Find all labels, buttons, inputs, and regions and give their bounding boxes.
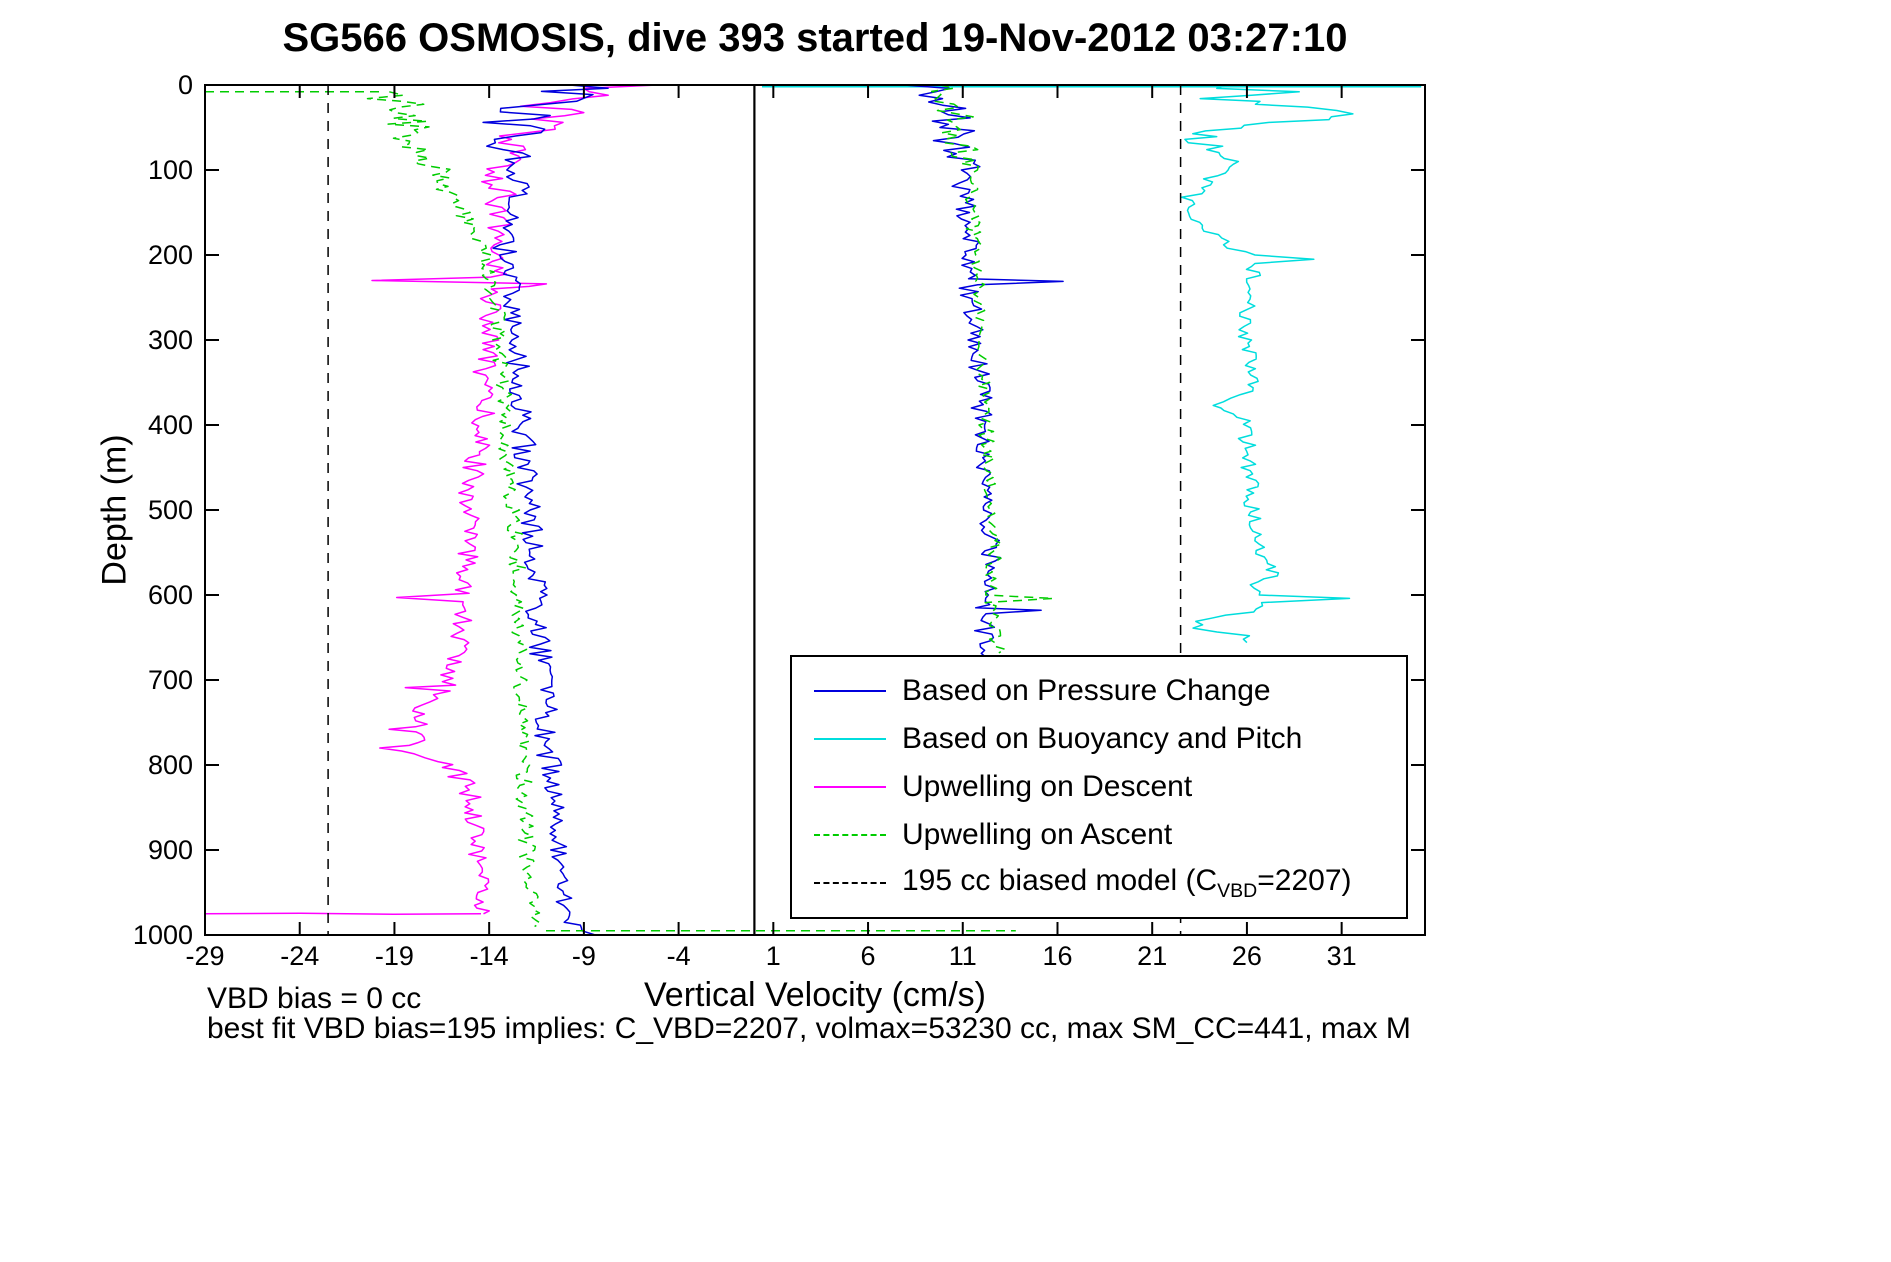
legend-item-label: Based on Pressure Change [902,674,1271,707]
x-tick-label: 6 [861,941,876,971]
series-2 [482,85,609,935]
best-fit-note: best fit VBD bias=195 implies: C_VBD=220… [207,1012,1411,1045]
vbd-bias-note: VBD bias = 0 cc [207,982,422,1015]
legend-item-label: Upwelling on Descent [902,770,1193,803]
legend-item: Based on Buoyancy and Pitch [792,715,1406,763]
x-tick-label: 21 [1137,941,1167,971]
series-2 [903,85,1064,664]
legend-item: Upwelling on Ascent [792,811,1406,859]
x-axis-label: Vertical Velocity (cm/s) [644,976,986,1014]
series-3 [930,85,1054,654]
y-tick-label: 1000 [133,920,193,950]
y-tick-label: 200 [148,240,193,270]
y-tick-label: 800 [148,750,193,780]
legend-line-sample [814,786,886,788]
series-0 [371,85,658,915]
x-tick-label: 16 [1042,941,1072,971]
y-tick-label: 0 [178,70,193,100]
series-0 [205,912,482,915]
legend-line-sample [814,738,886,740]
axes-layer: -29 -24 -19 -14 -9 -4 1 6 11 16 21 26 31010020030040… [133,70,1426,971]
legend-item: 195 cc biased model (CVBD=2207) [792,859,1406,907]
x-tick-label: 1 [766,941,781,971]
series-3 [366,91,541,928]
legend-line-sample [814,882,886,884]
x-tick-label: -29 [185,941,224,971]
legend: Based on Pressure Change Based on Buoyanc… [790,655,1408,919]
y-tick-label: 500 [148,495,193,525]
legend-item: Upwelling on Descent [792,763,1406,811]
x-tick-label: -4 [667,941,691,971]
chart-title: SG566 OSMOSIS, dive 393 started 19-Nov-2… [282,16,1348,60]
y-tick-label: 700 [148,665,193,695]
series-1 [1180,85,1354,644]
y-tick-label: 400 [148,410,193,440]
y-tick-label: 300 [148,325,193,355]
y-tick-label: 100 [148,155,193,185]
x-tick-label: 31 [1327,941,1357,971]
legend-item-label: Upwelling on Ascent [902,818,1173,851]
legend-item-label: 195 cc biased model (CVBD=2207) [902,863,1352,902]
y-tick-label: 600 [148,580,193,610]
legend-line-sample [814,834,886,836]
x-tick-label: -9 [572,941,596,971]
y-tick-label: 900 [148,835,193,865]
legend-item-label: Based on Buoyancy and Pitch [902,722,1303,755]
x-tick-label: 26 [1232,941,1262,971]
legend-line-sample [814,690,886,692]
legend-item: Based on Pressure Change [792,667,1406,715]
x-tick-label: -19 [375,941,414,971]
x-tick-label: -14 [470,941,509,971]
x-tick-label: 11 [949,941,977,971]
x-tick-label: -24 [280,941,319,971]
